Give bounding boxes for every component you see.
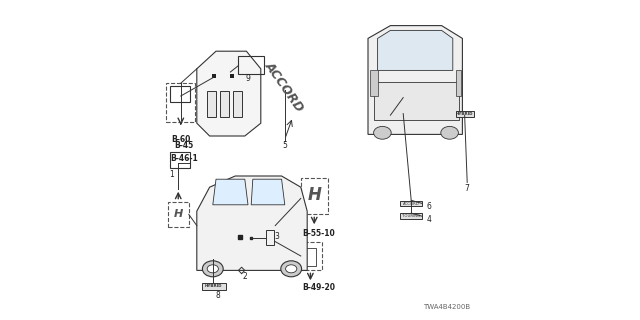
Text: TOURING: TOURING [402,214,420,218]
Bar [374,82,460,120]
Ellipse shape [202,261,223,277]
Text: ACCORD: ACCORD [403,202,420,205]
PathPatch shape [197,176,307,270]
Bar [202,283,226,290]
Bar [266,230,274,245]
Bar [400,201,422,206]
Text: B-46-1: B-46-1 [170,154,198,163]
Text: TWA4B4200B: TWA4B4200B [423,304,470,310]
Bar [220,91,229,117]
Bar [456,111,474,117]
Ellipse shape [285,265,297,273]
PathPatch shape [368,26,462,134]
Text: HYBRID: HYBRID [205,284,222,288]
PathPatch shape [378,30,453,70]
Ellipse shape [374,126,391,139]
Text: B-45: B-45 [174,141,194,150]
Ellipse shape [207,265,218,273]
Bar [170,152,191,168]
Text: 1: 1 [169,170,174,179]
Bar [303,248,316,266]
Text: 3: 3 [275,232,279,241]
PathPatch shape [251,179,285,205]
Bar [207,91,216,117]
Bar [170,86,191,102]
PathPatch shape [212,179,248,205]
Text: 8: 8 [215,292,220,300]
Text: B-55-10: B-55-10 [302,229,335,238]
Bar [233,91,242,117]
PathPatch shape [197,51,261,136]
Ellipse shape [441,126,458,139]
Text: B-49-20: B-49-20 [302,284,335,292]
Text: H: H [173,209,183,220]
Bar [230,74,234,78]
Text: B-60: B-60 [171,135,191,144]
Bar [166,83,195,122]
Text: 4: 4 [426,215,431,224]
Bar [456,70,461,96]
Text: 7: 7 [465,184,470,193]
Text: 9: 9 [246,74,250,83]
Bar [301,178,328,214]
Bar [168,202,189,227]
Text: 6: 6 [426,202,431,211]
Bar [370,70,378,96]
Text: H: H [307,186,321,204]
Bar [239,56,264,74]
Bar [400,213,422,219]
Bar [212,74,216,78]
Ellipse shape [281,261,301,277]
Text: HYBRID: HYBRID [456,112,474,116]
Text: ACCORD: ACCORD [263,59,307,114]
Text: 5: 5 [282,141,287,150]
Bar [300,242,321,270]
Text: 2: 2 [243,272,247,281]
